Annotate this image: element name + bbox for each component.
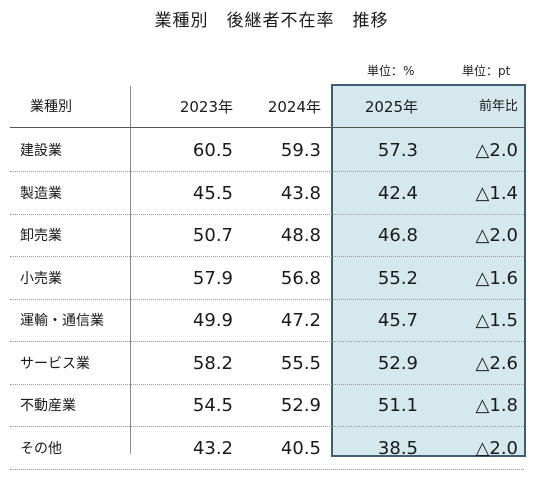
column-header-2024: 2024年 xyxy=(267,98,321,116)
column-header-industry: 業種別 xyxy=(30,99,72,115)
cell-val-2025: 38.5 xyxy=(377,437,418,459)
table-row: 運輸・通信業 49.9 47.2 45.7 △1.5 xyxy=(10,300,524,342)
cell-industry: 運輸・通信業 xyxy=(20,313,104,329)
cell-val-2023: 60.5 xyxy=(192,140,233,161)
cell-val-2024: 55.5 xyxy=(280,352,321,374)
cell-industry: 不動産業 xyxy=(20,398,76,414)
highlight-box-2025 xyxy=(331,84,526,457)
cell-yoy: △2.6 xyxy=(475,352,518,374)
table-header-row: 業種別 2023年 2024年 2025年 前年比 xyxy=(10,86,524,128)
cell-val-2024: 43.8 xyxy=(280,182,321,204)
cell-val-2025: 46.8 xyxy=(377,225,418,246)
cell-val-2023: 50.7 xyxy=(192,225,233,246)
row-separator xyxy=(10,256,524,257)
cell-val-2024: 56.8 xyxy=(280,267,321,289)
chart-title: 業種別 後継者不在率 推移 xyxy=(154,11,389,31)
cell-val-2023: 45.5 xyxy=(192,182,233,204)
row-separator xyxy=(10,213,524,215)
cell-val-2023: 54.5 xyxy=(192,395,233,416)
table-row: 卸売業 50.7 48.8 46.8 △2.0 xyxy=(10,215,524,257)
cell-val-2025: 55.2 xyxy=(377,267,418,289)
row-separator xyxy=(10,341,524,342)
table-row: その他 43.2 40.5 38.5 △2.0 xyxy=(10,428,524,470)
cell-val-2025: 45.7 xyxy=(377,310,418,331)
cell-industry: 建設業 xyxy=(20,143,62,159)
table-row: サービス業 58.2 55.5 52.9 △2.6 xyxy=(10,343,524,385)
table-row: 建設業 60.5 59.3 57.3 △2.0 xyxy=(10,130,524,172)
table-row: 小売業 57.9 56.8 55.2 △1.6 xyxy=(10,258,524,300)
column-divider xyxy=(130,86,131,454)
unit-label-diff: 単位：pt xyxy=(462,64,511,78)
column-header-2025: 2025年 xyxy=(364,98,418,116)
cell-val-2025: 42.4 xyxy=(377,182,418,204)
cell-industry: 小売業 xyxy=(20,270,62,287)
row-separator xyxy=(10,426,524,427)
column-header-2023: 2023年 xyxy=(179,98,233,116)
cell-yoy: △1.8 xyxy=(475,395,518,416)
cell-val-2023: 49.9 xyxy=(192,310,233,331)
cell-yoy: △2.0 xyxy=(475,140,518,161)
cell-val-2023: 43.2 xyxy=(192,437,233,459)
cell-yoy: △1.4 xyxy=(475,182,518,204)
column-header-yoy: 前年比 xyxy=(478,99,518,114)
cell-val-2024: 40.5 xyxy=(280,437,321,459)
cell-yoy: △1.6 xyxy=(475,267,518,289)
cell-val-2025: 57.3 xyxy=(377,140,418,161)
table-row: 不動産業 54.5 52.9 51.1 △1.8 xyxy=(10,385,524,427)
cell-val-2023: 58.2 xyxy=(192,352,233,374)
cell-val-2023: 57.9 xyxy=(192,267,233,289)
unit-label-rate: 単位：% xyxy=(367,64,415,78)
row-separator xyxy=(10,468,524,470)
header-separator xyxy=(10,127,524,128)
table-row: 製造業 45.5 43.8 42.4 △1.4 xyxy=(10,173,524,215)
cell-industry: その他 xyxy=(20,440,62,457)
cell-industry: 卸売業 xyxy=(20,228,62,244)
cell-yoy: △2.0 xyxy=(475,437,518,459)
cell-val-2024: 47.2 xyxy=(280,310,321,331)
cell-yoy: △2.0 xyxy=(475,225,518,246)
cell-val-2024: 59.3 xyxy=(280,140,321,161)
cell-yoy: △1.5 xyxy=(475,310,518,331)
row-separator xyxy=(10,171,524,172)
cell-val-2024: 52.9 xyxy=(280,395,321,416)
cell-val-2024: 48.8 xyxy=(280,225,321,246)
cell-industry: サービス業 xyxy=(20,355,90,372)
cell-val-2025: 51.1 xyxy=(377,395,418,416)
row-separator xyxy=(10,298,524,300)
cell-val-2025: 52.9 xyxy=(377,352,418,374)
cell-industry: 製造業 xyxy=(20,185,62,202)
row-separator xyxy=(10,383,524,385)
